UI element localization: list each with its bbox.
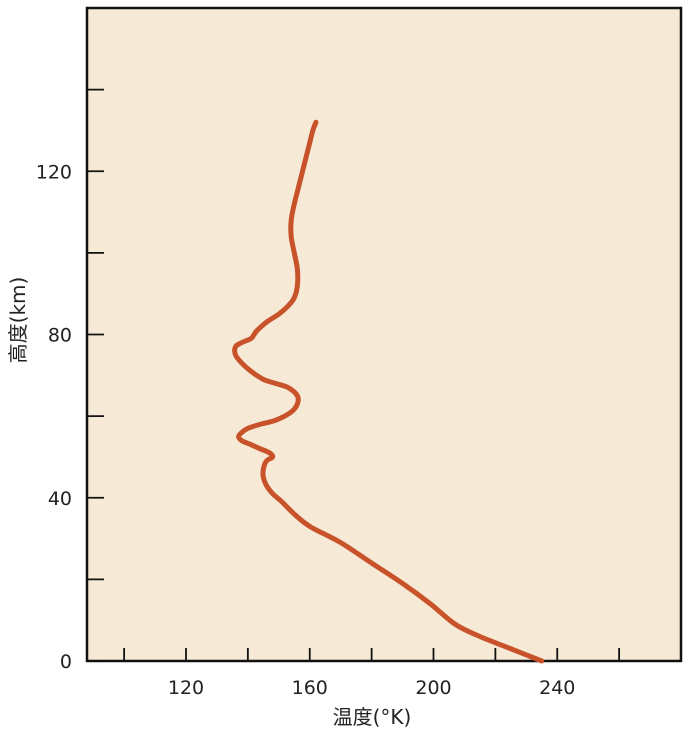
- y-tick-label: 40: [48, 488, 72, 510]
- y-axis-ticks: [87, 88, 104, 662]
- x-tick-label: 200: [415, 677, 451, 699]
- y-axis-tick-labels: 0 40 80 120: [36, 161, 72, 673]
- y-axis-label: 高度(km): [6, 277, 30, 364]
- x-tick-label: 120: [168, 677, 204, 699]
- y-tick-label: 0: [60, 651, 72, 673]
- x-axis-tick-labels: 120 160 200 240: [168, 677, 576, 699]
- series-group: [232, 119, 545, 664]
- y-tick-label: 120: [36, 161, 72, 183]
- x-axis-ticks: [123, 648, 621, 661]
- y-tick-label: 80: [48, 325, 72, 347]
- x-tick-label: 240: [539, 677, 575, 699]
- temperature-profile-line: [232, 119, 545, 664]
- x-tick-label: 160: [292, 677, 328, 699]
- x-axis-label: 温度(°K): [333, 705, 412, 729]
- plot-area: [85, 6, 683, 663]
